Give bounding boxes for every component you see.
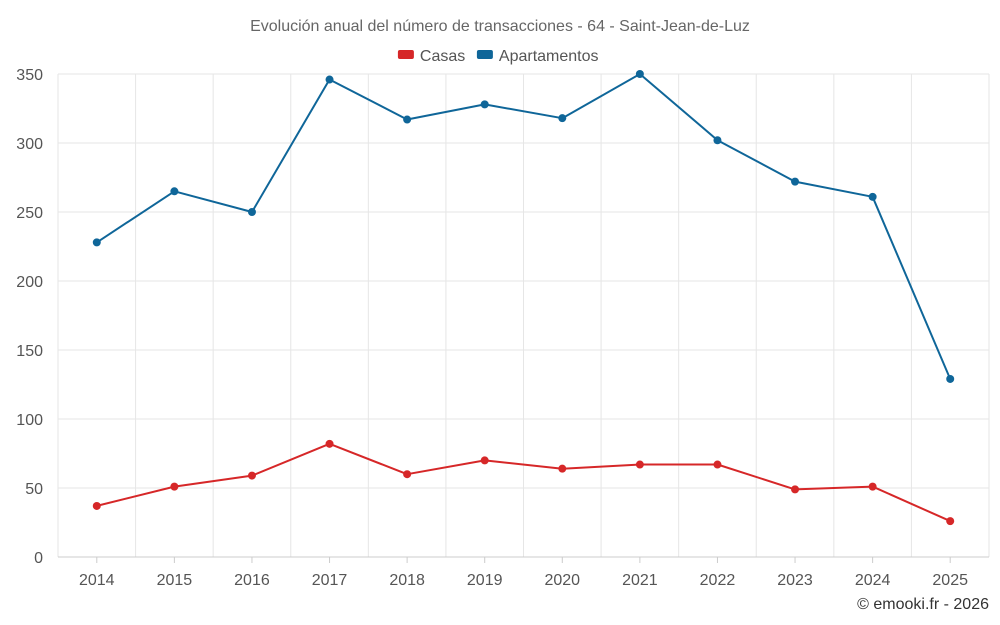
data-point-casas[interactable]: [868, 482, 877, 491]
legend-label-apartamentos[interactable]: Apartamentos: [499, 48, 599, 65]
data-point-casas[interactable]: [325, 439, 334, 448]
x-tick-label: 2022: [700, 572, 736, 589]
x-tick-label: 2016: [234, 572, 270, 589]
data-point-casas[interactable]: [635, 460, 644, 469]
grid: [57, 73, 990, 557]
data-point-apartamentos[interactable]: [403, 115, 412, 124]
y-tick-label: 50: [25, 481, 43, 498]
data-point-apartamentos[interactable]: [558, 114, 567, 123]
data-point-casas[interactable]: [558, 464, 567, 473]
y-tick-label: 250: [16, 205, 43, 222]
x-tick-label: 2024: [855, 572, 891, 589]
y-tick-label: 300: [16, 136, 43, 153]
data-point-casas[interactable]: [92, 501, 101, 510]
x-tick-label: 2014: [79, 572, 115, 589]
chart-title: Evolución anual del número de transaccio…: [250, 18, 750, 35]
y-tick-label: 200: [16, 274, 43, 291]
series: [92, 70, 955, 526]
data-point-apartamentos[interactable]: [325, 75, 334, 84]
legend: Casas Apartamentos: [397, 48, 599, 65]
legend-label-casas[interactable]: Casas: [420, 48, 465, 65]
data-point-casas[interactable]: [946, 517, 955, 526]
credit-text: © emooki.fr - 2026: [857, 596, 989, 613]
y-tick-label: 100: [16, 412, 43, 429]
data-point-casas[interactable]: [403, 470, 412, 479]
data-point-apartamentos[interactable]: [247, 208, 256, 216]
x-tick-label: 2023: [777, 572, 813, 589]
data-point-apartamentos[interactable]: [946, 374, 955, 383]
y-tick-label: 150: [16, 343, 43, 360]
x-tick-label: 2020: [544, 572, 580, 589]
data-point-casas[interactable]: [170, 482, 179, 491]
data-point-casas[interactable]: [713, 460, 722, 469]
series-line-casas: [96, 442, 951, 523]
series-line-apartamentos: [96, 73, 952, 380]
x-tick-label: 2025: [932, 572, 968, 589]
x-tick-label: 2021: [622, 572, 658, 589]
axes: 0 50 100 150 200 250 300 350 2014 2015 2016 2017 201…: [16, 67, 989, 589]
data-point-apartamentos[interactable]: [868, 192, 877, 201]
x-tick-label: 2017: [312, 572, 348, 589]
legend-swatch-casas: [397, 50, 414, 59]
y-tick-label: 350: [16, 67, 43, 84]
x-tick-label: 2019: [467, 572, 503, 589]
data-point-apartamentos[interactable]: [635, 70, 644, 78]
legend-swatch-apartamentos: [476, 50, 493, 59]
data-point-apartamentos[interactable]: [791, 177, 800, 186]
y-tick-label: 0: [34, 550, 43, 567]
data-point-apartamentos[interactable]: [713, 136, 722, 145]
data-point-apartamentos[interactable]: [92, 238, 101, 247]
data-point-casas[interactable]: [791, 485, 800, 494]
data-point-casas[interactable]: [247, 471, 256, 480]
x-tick-label: 2018: [389, 572, 425, 589]
data-point-apartamentos[interactable]: [170, 187, 179, 196]
data-point-casas[interactable]: [480, 456, 489, 465]
data-point-apartamentos[interactable]: [480, 100, 489, 109]
x-tick-label: 2015: [157, 572, 193, 589]
